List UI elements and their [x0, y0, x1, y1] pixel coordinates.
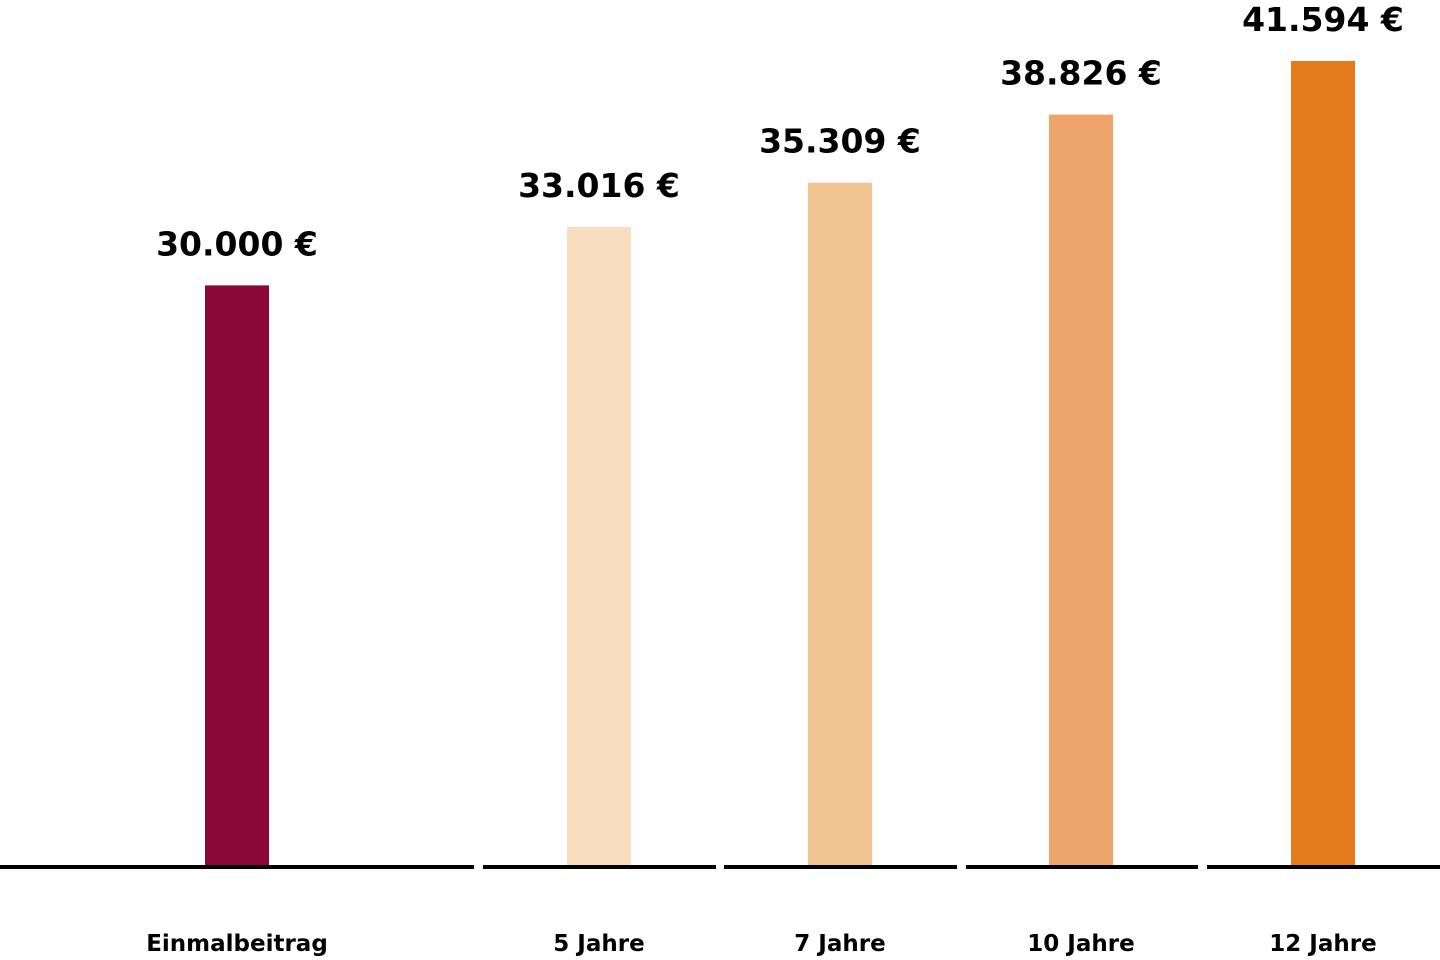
category-label-3: 7 Jahre	[794, 931, 885, 957]
bar-5	[1291, 61, 1355, 866]
category-labels-group: Einmalbeitrag 5 Jahre 7 Jahre 10 Jahre 12 Ja…	[146, 931, 1377, 957]
category-label-4: 10 Jahre	[1027, 931, 1134, 957]
bars-group	[205, 61, 1355, 867]
category-label-1: Einmalbeitrag	[146, 931, 328, 957]
category-label-2: 5 Jahre	[553, 931, 644, 957]
bar-2	[567, 227, 631, 867]
category-label-5: 12 Jahre	[1269, 931, 1376, 957]
value-label-2: 33.016 €	[518, 166, 680, 205]
value-label-5: 41.594 €	[1242, 0, 1404, 39]
value-labels-group: 30.000 € 33.016 € 35.309 € 38.826 € 41.594 €	[156, 0, 1404, 263]
value-label-1: 30.000 €	[156, 224, 318, 263]
value-label-3: 35.309 €	[759, 122, 921, 161]
bar-3	[808, 182, 872, 867]
bar-1	[205, 285, 269, 866]
bar-4	[1049, 114, 1113, 867]
value-label-4: 38.826 €	[1000, 54, 1162, 93]
